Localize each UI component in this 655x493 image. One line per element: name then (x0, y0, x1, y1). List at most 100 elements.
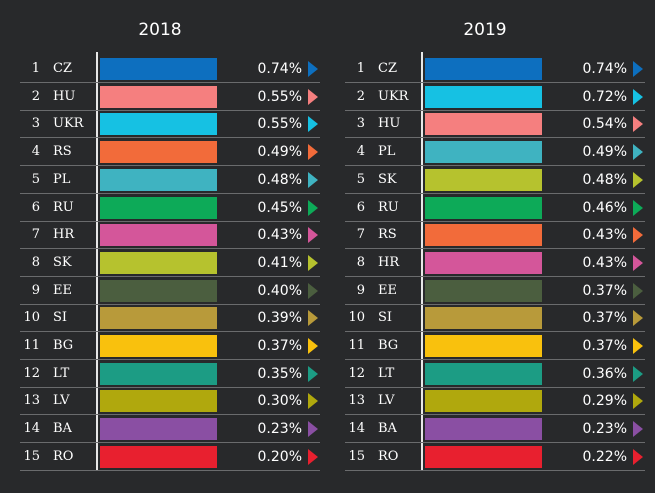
category-label: LV (378, 393, 395, 409)
bar-row: 4 PL 0.49% (345, 138, 645, 167)
arrow-marker (633, 144, 643, 161)
rank-label: 13 (23, 393, 40, 409)
bar-row: 2 HU 0.55% (20, 83, 320, 111)
axis-line (96, 52, 98, 470)
row-separator (345, 303, 645, 305)
category-label: HR (53, 227, 75, 243)
category-label: SI (378, 310, 393, 326)
axis-line (421, 52, 423, 470)
row-separator (345, 109, 645, 111)
arrow-marker (308, 144, 318, 161)
bar-row: 9 EE 0.40% (20, 277, 320, 305)
category-label: RU (378, 199, 399, 215)
rank-label: 12 (23, 365, 40, 381)
bar (425, 390, 542, 413)
value-label: 0.22% (582, 448, 627, 465)
bar-row: 3 HU 0.54% (345, 110, 645, 139)
arrow-marker (633, 88, 643, 105)
arrow-marker (633, 254, 643, 271)
category-label: BA (378, 421, 397, 437)
category-label: HU (378, 116, 401, 132)
arrow-marker (308, 199, 318, 216)
bar-row: 3 UKR 0.55% (20, 110, 320, 139)
arrow-marker (308, 393, 318, 410)
row-separator (345, 469, 645, 471)
value-label: 0.37% (582, 282, 627, 299)
value-label: 0.43% (582, 227, 627, 244)
bar (100, 390, 217, 413)
rank-label: 8 (356, 254, 365, 270)
category-label: SK (53, 254, 72, 270)
bar (100, 141, 217, 164)
rank-label: 10 (348, 310, 365, 326)
rank-label: 11 (23, 338, 40, 353)
category-label: SK (378, 171, 397, 187)
category-label: UKR (378, 88, 409, 104)
rank-label: 4 (356, 144, 365, 160)
row-separator (20, 386, 320, 388)
arrow-marker (633, 338, 643, 354)
category-label: SI (53, 310, 68, 326)
value-label: 0.40% (257, 282, 302, 299)
row-separator (20, 137, 320, 139)
row-separator (20, 275, 320, 277)
value-label: 0.54% (582, 116, 627, 133)
bar (425, 307, 542, 330)
arrow-marker (633, 393, 643, 410)
bar (100, 307, 217, 330)
bar (425, 58, 542, 80)
bar-row: 12 LT 0.35% (20, 360, 320, 388)
bar (425, 85, 542, 108)
bar-row: 9 EE 0.37% (345, 277, 645, 305)
row-separator (20, 359, 320, 360)
bar (100, 279, 217, 302)
row-separator (345, 248, 645, 250)
rank-label: 11 (348, 338, 365, 353)
value-label: 0.30% (257, 393, 302, 410)
value-label: 0.41% (257, 254, 302, 271)
value-label: 0.35% (257, 365, 302, 382)
arrow-marker (308, 61, 318, 77)
value-label: 0.72% (582, 88, 627, 105)
rank-label: 1 (356, 61, 365, 76)
arrow-marker (633, 365, 643, 382)
bar (425, 279, 542, 302)
value-label: 0.36% (582, 365, 627, 382)
bar-row: 6 RU 0.46% (345, 194, 645, 222)
rank-label: 12 (348, 365, 365, 381)
category-label: UKR (53, 116, 84, 132)
bar-row: 14 BA 0.23% (345, 415, 645, 444)
row-separator (20, 248, 320, 250)
bar (100, 85, 217, 108)
row-separator (345, 275, 645, 277)
value-label: 0.37% (582, 310, 627, 327)
rank-label: 14 (348, 421, 365, 437)
bar (100, 418, 217, 441)
category-label: BG (53, 338, 74, 353)
value-label: 0.43% (257, 227, 302, 244)
rank-label: 1 (31, 61, 40, 76)
category-label: RO (53, 448, 74, 464)
value-label: 0.20% (257, 448, 302, 465)
bar (100, 335, 217, 357)
bar-row: 11 BG 0.37% (20, 332, 320, 360)
category-label: BA (53, 421, 72, 437)
row-separator (345, 165, 645, 167)
bar-row: 11 BG 0.37% (345, 332, 645, 360)
category-label: HR (378, 254, 400, 270)
bar (100, 113, 217, 136)
bar-row: 13 LV 0.29% (345, 387, 645, 416)
category-label: PL (53, 171, 71, 187)
bar-row: 12 LT 0.36% (345, 360, 645, 388)
bar-row: 4 RS 0.49% (20, 138, 320, 167)
bar-row: 7 RS 0.43% (345, 221, 645, 250)
bar-row: 2 UKR 0.72% (345, 83, 645, 111)
bar (425, 418, 542, 441)
bar (425, 445, 542, 468)
bar-row: 15 RO 0.22% (345, 443, 645, 471)
chart-title: 2018 (138, 20, 182, 40)
value-label: 0.46% (582, 199, 627, 216)
bar (100, 168, 217, 191)
rank-label: 6 (31, 199, 40, 215)
arrow-marker (633, 227, 643, 244)
